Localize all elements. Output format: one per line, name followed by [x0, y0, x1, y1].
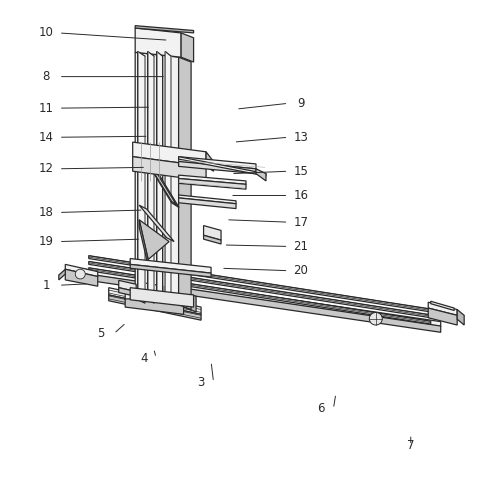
- Text: 15: 15: [293, 165, 308, 178]
- Polygon shape: [178, 195, 235, 203]
- Circle shape: [75, 269, 85, 279]
- Polygon shape: [79, 268, 440, 326]
- Text: 18: 18: [39, 206, 54, 219]
- Polygon shape: [203, 235, 220, 244]
- Polygon shape: [130, 287, 193, 307]
- Polygon shape: [427, 308, 456, 325]
- Text: 17: 17: [293, 216, 308, 229]
- Polygon shape: [183, 291, 196, 312]
- Polygon shape: [130, 264, 210, 277]
- Text: 3: 3: [197, 376, 204, 389]
- Text: 10: 10: [39, 26, 54, 40]
- Polygon shape: [139, 205, 174, 242]
- Polygon shape: [89, 256, 430, 312]
- Polygon shape: [430, 301, 453, 310]
- Polygon shape: [181, 33, 193, 62]
- Polygon shape: [135, 26, 193, 33]
- Polygon shape: [178, 179, 245, 189]
- Polygon shape: [178, 162, 256, 174]
- Polygon shape: [59, 269, 65, 280]
- Polygon shape: [165, 51, 171, 303]
- Polygon shape: [130, 259, 210, 273]
- Text: 1: 1: [43, 279, 50, 292]
- Polygon shape: [125, 285, 183, 307]
- Text: 20: 20: [293, 264, 308, 277]
- Text: 7: 7: [406, 439, 414, 452]
- Text: 19: 19: [39, 235, 54, 248]
- Text: 12: 12: [39, 163, 54, 175]
- Text: 16: 16: [293, 189, 308, 202]
- Text: 4: 4: [140, 351, 147, 365]
- Polygon shape: [141, 153, 176, 205]
- Text: 21: 21: [293, 240, 308, 253]
- Polygon shape: [178, 157, 256, 169]
- Polygon shape: [118, 287, 136, 296]
- Text: 9: 9: [297, 97, 304, 110]
- Polygon shape: [203, 225, 220, 240]
- Text: 13: 13: [293, 131, 308, 144]
- Polygon shape: [132, 142, 205, 166]
- Polygon shape: [137, 51, 145, 303]
- Polygon shape: [118, 281, 136, 291]
- Text: 5: 5: [97, 327, 105, 340]
- Polygon shape: [141, 283, 163, 293]
- Polygon shape: [135, 52, 178, 305]
- Text: 8: 8: [43, 70, 50, 83]
- Polygon shape: [427, 302, 456, 315]
- Polygon shape: [89, 262, 430, 318]
- Polygon shape: [65, 264, 98, 277]
- Polygon shape: [147, 51, 154, 303]
- Polygon shape: [109, 295, 201, 320]
- Polygon shape: [178, 175, 245, 184]
- Polygon shape: [178, 198, 235, 208]
- Polygon shape: [132, 157, 205, 181]
- Polygon shape: [89, 268, 430, 324]
- Polygon shape: [156, 51, 162, 303]
- Polygon shape: [139, 149, 179, 207]
- Polygon shape: [139, 220, 169, 260]
- Polygon shape: [178, 157, 266, 176]
- Text: 6: 6: [317, 403, 324, 415]
- Polygon shape: [178, 57, 191, 309]
- Polygon shape: [256, 169, 266, 181]
- Text: 11: 11: [39, 102, 54, 115]
- Polygon shape: [125, 299, 183, 314]
- Polygon shape: [109, 287, 201, 314]
- Polygon shape: [135, 28, 181, 57]
- Polygon shape: [139, 220, 148, 266]
- Text: 14: 14: [39, 131, 54, 144]
- Polygon shape: [65, 269, 98, 286]
- Polygon shape: [205, 152, 213, 171]
- Circle shape: [369, 312, 382, 325]
- Polygon shape: [79, 273, 440, 332]
- Polygon shape: [456, 309, 463, 325]
